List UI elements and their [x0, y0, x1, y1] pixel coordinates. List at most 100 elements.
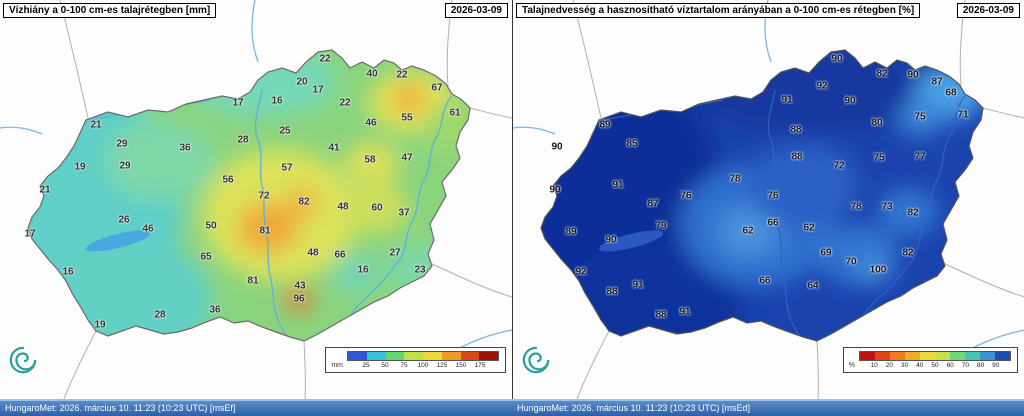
- station-value: 71: [957, 109, 969, 121]
- station-value: 17: [24, 228, 36, 240]
- station-value: 22: [339, 97, 351, 109]
- hungaromet-logo-icon: [521, 345, 551, 375]
- station-value: 41: [328, 142, 340, 154]
- station-value: 89: [565, 226, 577, 238]
- station-value: 62: [742, 225, 754, 237]
- hungary-map-water-deficit: [0, 0, 512, 399]
- station-value: 28: [154, 309, 166, 321]
- station-value: 16: [271, 95, 283, 107]
- station-value: 65: [200, 251, 212, 263]
- station-value: 79: [655, 220, 667, 232]
- station-value: 16: [62, 266, 74, 278]
- station-value: 48: [307, 247, 319, 259]
- station-value: 27: [389, 247, 401, 259]
- station-value: 90: [907, 69, 919, 81]
- station-value: 22: [319, 53, 331, 65]
- station-value: 19: [94, 319, 106, 331]
- station-value: 58: [364, 154, 376, 166]
- station-value: 75: [914, 111, 926, 123]
- station-value: 62: [803, 222, 815, 234]
- station-value: 29: [119, 160, 131, 172]
- station-value: 22: [396, 69, 408, 81]
- station-value: 91: [679, 306, 691, 318]
- station-value: 80: [871, 117, 883, 129]
- station-value: 82: [298, 196, 310, 208]
- station-value: 66: [759, 275, 771, 287]
- status-text-left: HungaroMet: 2026. március 10. 11:23 (10:…: [5, 403, 236, 413]
- station-value: 92: [575, 266, 587, 278]
- station-value: 28: [237, 134, 249, 146]
- station-value: 88: [791, 151, 803, 163]
- station-value: 17: [232, 97, 244, 109]
- station-value: 82: [876, 68, 888, 80]
- station-value: 57: [281, 162, 293, 174]
- station-value: 87: [931, 76, 943, 88]
- station-value: 21: [39, 184, 51, 196]
- station-value: 48: [337, 201, 349, 213]
- station-value: 37: [398, 207, 410, 219]
- station-value: 85: [626, 138, 638, 150]
- station-value: 61: [449, 107, 461, 119]
- station-value: 36: [209, 304, 221, 316]
- station-value: 91: [632, 279, 644, 291]
- map-panel-water-deficit: 22 40 22 67 20 17 16 17 22 61 55 46 21 25 28 29 36 41 47 58…: [0, 0, 512, 399]
- station-value: 29: [116, 138, 128, 150]
- station-value: 100: [869, 264, 887, 276]
- station-values-layer: 22 40 22 67 20 17 16 17 22 61 55 46 21 25 28 29 36 41 47 58…: [0, 0, 512, 399]
- station-value: 23: [414, 264, 426, 276]
- lake-balaton: [85, 230, 151, 252]
- station-value: 81: [259, 225, 271, 237]
- station-value: 36: [179, 142, 191, 154]
- station-value: 17: [312, 84, 324, 96]
- station-value: 69: [820, 247, 832, 259]
- station-value: 88: [655, 309, 667, 321]
- station-value: 78: [729, 173, 741, 185]
- station-value: 50: [205, 220, 217, 232]
- station-value: 88: [606, 286, 618, 298]
- station-value: 89: [599, 119, 611, 131]
- station-value: 78: [850, 201, 862, 213]
- station-value: 96: [293, 293, 305, 305]
- lake-balaton: [598, 230, 664, 252]
- station-value: 67: [431, 82, 443, 94]
- station-value: 76: [680, 190, 692, 202]
- station-value: 90: [831, 53, 843, 65]
- station-value: 87: [647, 198, 659, 210]
- legend-soil-moisture: % 10 20 30 40 50 60 70 80 90: [842, 347, 1018, 373]
- map-panel-soil-moisture: 90 82 90 87 68 92 91 90 71 75 80 89 88 85 90 88 75 77 91 90…: [512, 0, 1024, 399]
- legend-colorbar: [859, 351, 1011, 361]
- station-value: 82: [902, 247, 914, 259]
- map-date: 2026-03-09: [444, 3, 508, 18]
- station-value: 46: [365, 117, 377, 129]
- station-value: 21: [90, 119, 102, 131]
- station-value: 91: [612, 179, 624, 191]
- station-value: 19: [74, 161, 86, 173]
- station-value: 60: [371, 202, 383, 214]
- station-value: 40: [366, 68, 378, 80]
- station-value: 16: [357, 264, 369, 276]
- station-value: 73: [881, 201, 893, 213]
- station-value: 72: [833, 160, 845, 172]
- station-value: 56: [222, 174, 234, 186]
- status-text-right: HungaroMet: 2026. március 10. 11:23 (10:…: [517, 403, 750, 413]
- station-value: 81: [247, 275, 259, 287]
- legend-colorbar: [347, 351, 499, 361]
- station-value: 68: [945, 87, 957, 99]
- station-value: 88: [790, 124, 802, 136]
- station-value: 66: [334, 249, 346, 261]
- station-value: 90: [551, 141, 563, 153]
- map-date: 2026-03-09: [956, 3, 1020, 18]
- station-value: 90: [549, 184, 561, 196]
- hungaromet-logo-icon: [8, 345, 38, 375]
- legend-tick-labels: 25 50 75 100 125 150 175: [362, 362, 486, 369]
- station-value: 70: [845, 256, 857, 268]
- station-value: 90: [844, 95, 856, 107]
- map-title-water-deficit: Vízhiány a 0-100 cm-es talajrétegben [mm…: [3, 3, 217, 18]
- station-value: 55: [401, 112, 413, 124]
- hungary-border: [27, 49, 471, 342]
- station-value: 20: [296, 76, 308, 88]
- station-value: 76: [767, 190, 779, 202]
- station-value: 82: [907, 207, 919, 219]
- hungary-border: [540, 49, 984, 342]
